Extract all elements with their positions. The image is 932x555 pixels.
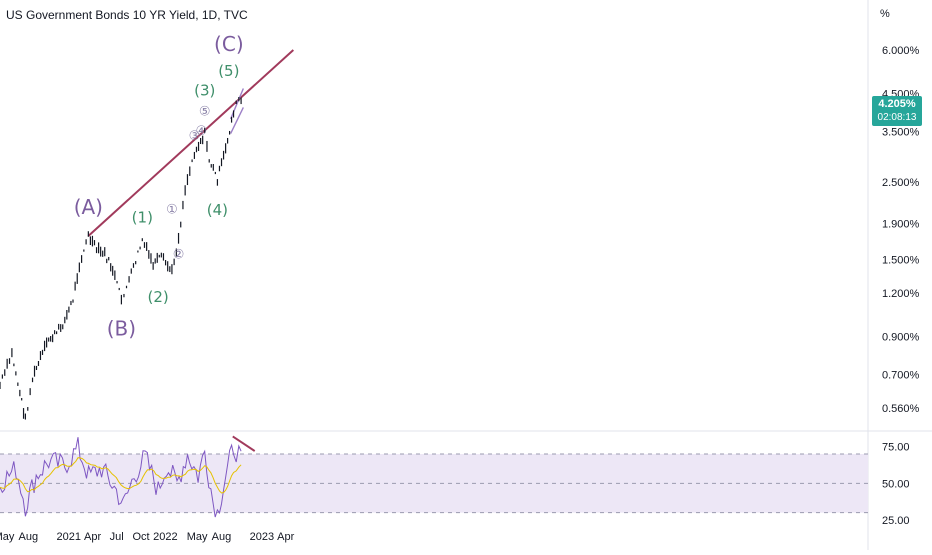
wave-label-6: (4) xyxy=(207,201,228,219)
wave-label-12: ⑤ xyxy=(199,105,211,120)
current-price-tag: 4.205% 02:08:13 xyxy=(872,96,922,126)
time-axis-tick-3: Apr xyxy=(84,531,101,543)
time-axis-tick-8: Aug xyxy=(212,531,232,543)
time-axis-tick-10: Apr xyxy=(277,531,294,543)
price-axis-tick-8: 0.700% xyxy=(882,369,920,381)
time-axis-tick-9: 2023 xyxy=(250,531,274,543)
price-axis-tick-9: 0.560% xyxy=(882,403,920,415)
time-axis-tick-7: May xyxy=(187,531,208,543)
price-axis-tick-6: 1.200% xyxy=(882,288,920,300)
trendline-wedge-lower xyxy=(230,107,244,134)
wave-label-2: (C) xyxy=(214,32,244,56)
wave-label-5: (3) xyxy=(194,82,215,100)
rsi-axis-tick-0: 75.00 xyxy=(882,442,910,454)
time-axis-tick-1: Aug xyxy=(19,531,39,543)
wave-label-0: (A) xyxy=(74,195,103,219)
time-axis-tick-6: 2022 xyxy=(153,531,177,543)
current-value: 4.205% xyxy=(878,98,916,110)
trendline-wedge-upper xyxy=(229,88,244,120)
wave-label-8: ① xyxy=(166,203,178,218)
chart-title: US Government Bonds 10 YR Yield, 1D, TVC xyxy=(6,8,248,22)
wave-label-4: (2) xyxy=(148,288,169,306)
price-axis-tick-0: 6.000% xyxy=(882,45,920,57)
wave-label-3: (1) xyxy=(132,208,153,226)
wave-label-10: ③ xyxy=(189,129,201,144)
time-axis-tick-0: May xyxy=(0,531,15,543)
price-candles xyxy=(0,97,242,420)
price-axis-unit: % xyxy=(880,8,890,20)
time-axis-tick-4: Jul xyxy=(110,531,124,543)
wave-label-7: (5) xyxy=(218,62,239,80)
bar-countdown: 02:08:13 xyxy=(877,112,917,123)
price-axis-tick-3: 2.500% xyxy=(882,177,920,189)
rsi-axis-tick-2: 25.00 xyxy=(882,515,910,527)
rsi-ma-line xyxy=(0,457,242,494)
time-axis-tick-2: 2021 xyxy=(57,531,81,543)
time-axis-tick-5: Oct xyxy=(132,531,149,543)
price-axis-tick-4: 1.900% xyxy=(882,219,920,231)
wave-label-11: ④ xyxy=(195,124,207,139)
price-axis-tick-7: 0.900% xyxy=(882,331,920,343)
rsi-axis-tick-1: 50.00 xyxy=(882,478,910,490)
price-axis-tick-5: 1.500% xyxy=(882,254,920,266)
price-axis-tick-2: 3.500% xyxy=(882,126,920,138)
rsi-line xyxy=(0,437,242,518)
wave-label-9: ② xyxy=(173,248,185,263)
trendline-resistance xyxy=(87,49,295,237)
wave-label-1: (B) xyxy=(107,316,136,340)
rsi-divergence-line xyxy=(232,435,256,452)
